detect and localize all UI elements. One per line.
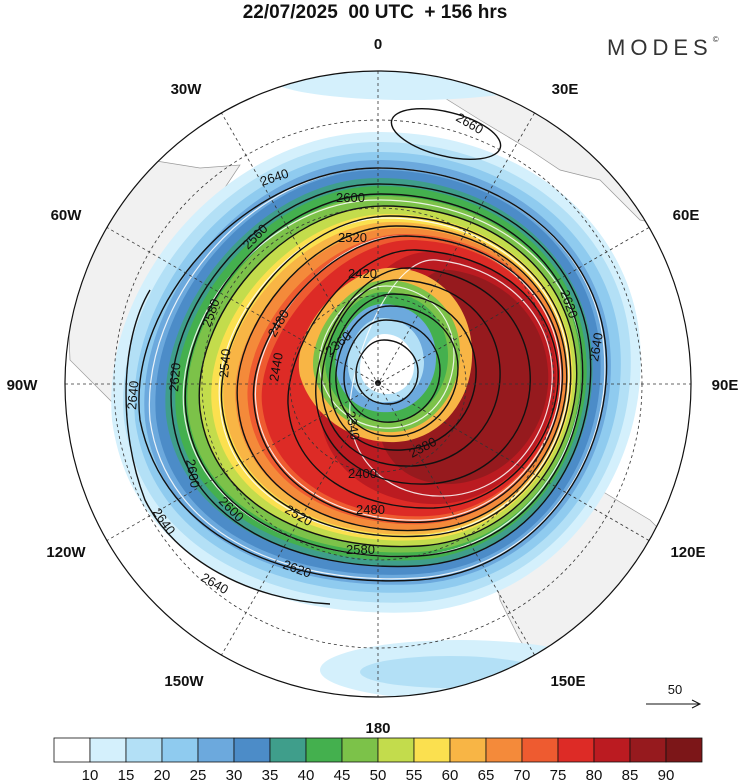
colorbar-label: 65 bbox=[478, 767, 495, 782]
contour-2540 bbox=[236, 225, 568, 532]
longitude-label-60e: 60E bbox=[673, 207, 700, 224]
contour-2360 bbox=[343, 319, 441, 423]
longitude-label-90w: 90W bbox=[7, 377, 39, 394]
colorbar-swatch bbox=[233, 737, 271, 763]
colorbar-swatch bbox=[629, 737, 667, 763]
colorbar-label: 55 bbox=[406, 767, 423, 782]
reference-vector: 50 bbox=[646, 682, 702, 709]
colorbar-label: 90 bbox=[658, 767, 675, 782]
graticule bbox=[65, 71, 691, 697]
brand-name: MODES bbox=[607, 35, 713, 60]
wind-band-inner-10 bbox=[360, 334, 414, 394]
colorbar-swatch bbox=[305, 737, 343, 763]
contour-label: 2600 bbox=[183, 458, 203, 489]
contour-2620 bbox=[170, 183, 592, 568]
contour-label: 2640 bbox=[124, 380, 141, 410]
longitude-label-150w: 150W bbox=[164, 673, 204, 690]
longitude-label-0: 0 bbox=[374, 36, 382, 53]
meridian-150 bbox=[221, 112, 535, 656]
longitude-label-150e: 150E bbox=[550, 673, 585, 690]
wind-speed-shading bbox=[111, 71, 641, 697]
contour-2640 bbox=[138, 167, 608, 582]
longitude-label-120e: 120E bbox=[670, 544, 705, 561]
colorbar: 10 15 20 25 30 35 40 45 50 55 60 65 70 75 80 85 90 bbox=[53, 737, 703, 782]
contour-2480 bbox=[287, 249, 559, 509]
colorbar-swatch bbox=[269, 737, 307, 763]
colorbar-label: 10 bbox=[82, 767, 99, 782]
contour-2400 bbox=[328, 293, 477, 451]
colorbar-swatch bbox=[125, 737, 163, 763]
colorbar-label: 15 bbox=[118, 767, 135, 782]
colorbar-swatch bbox=[521, 737, 559, 763]
contour-2420 bbox=[321, 279, 501, 467]
contour-label: 2420 bbox=[348, 266, 377, 281]
contour-label: 2580 bbox=[346, 542, 375, 557]
colorbar-swatch bbox=[89, 737, 127, 763]
colorbar-label: 75 bbox=[550, 767, 567, 782]
colorbar-label: 30 bbox=[226, 767, 243, 782]
longitude-label-30e: 30E bbox=[552, 81, 579, 98]
map-field bbox=[65, 71, 691, 697]
colorbar-label: 60 bbox=[442, 767, 459, 782]
streamline bbox=[148, 167, 606, 580]
longitude-label-group: 0 30E 60E 90E 120E 150E 180 150W 120W 90… bbox=[7, 36, 739, 737]
contour-2600 bbox=[184, 193, 584, 558]
longitude-label-120w: 120W bbox=[46, 544, 86, 561]
colorbar-label: 45 bbox=[334, 767, 351, 782]
contour-label: 2400 bbox=[348, 466, 377, 481]
wind-blob-south-inner bbox=[360, 656, 540, 688]
streamline bbox=[349, 259, 553, 497]
colorbar-swatch bbox=[197, 737, 235, 763]
contour-label: 2340 bbox=[343, 410, 363, 441]
contour-2380 bbox=[335, 305, 459, 437]
colorbar-swatch bbox=[341, 737, 379, 763]
brand-mark: © bbox=[712, 35, 719, 44]
colorbar-swatch bbox=[161, 737, 199, 763]
colorbar-label: 25 bbox=[190, 767, 207, 782]
contour-2520 bbox=[252, 235, 564, 523]
longitude-label-90e: 90E bbox=[712, 377, 739, 394]
colorbar-swatch bbox=[557, 737, 595, 763]
wind-blob-north bbox=[270, 71, 550, 100]
contour-label: 2600 bbox=[336, 190, 365, 205]
longitude-label-180: 180 bbox=[365, 720, 390, 737]
contour-2660 bbox=[390, 108, 502, 160]
colorbar-label: 40 bbox=[298, 767, 315, 782]
contour-2640-outer bbox=[125, 289, 331, 605]
brand-logo: MODES© bbox=[607, 35, 719, 61]
colorbar-swatch bbox=[377, 737, 415, 763]
colorbar-swatch bbox=[485, 737, 523, 763]
colorbar-label: 50 bbox=[370, 767, 387, 782]
colorbar-swatch bbox=[53, 737, 91, 763]
colorbar-label: 80 bbox=[586, 767, 603, 782]
contour-label: 2620 bbox=[166, 362, 183, 392]
colorbar-label: 20 bbox=[154, 767, 171, 782]
longitude-label-30w: 30W bbox=[171, 81, 203, 98]
contour-2340 bbox=[355, 339, 419, 405]
contour-label: 2520 bbox=[338, 230, 367, 245]
colorbar-label: 70 bbox=[514, 767, 531, 782]
reference-vector-arrowhead bbox=[691, 699, 702, 709]
reference-vector-label: 50 bbox=[668, 682, 682, 697]
contour-label: 2440 bbox=[266, 351, 286, 382]
contour-label: 2540 bbox=[216, 348, 233, 378]
colorbar-swatch bbox=[413, 737, 451, 763]
colorbar-swatch bbox=[665, 737, 703, 763]
colorbar-swatch bbox=[449, 737, 487, 763]
colorbar-swatch bbox=[593, 737, 631, 763]
colorbar-label: 85 bbox=[622, 767, 639, 782]
contour-2440 bbox=[315, 267, 531, 485]
map-boundary bbox=[64, 70, 692, 698]
contour-label: 2640 bbox=[586, 331, 606, 362]
map-title: 22/07/2025 00 UTC + 156 hrs bbox=[242, 2, 508, 23]
streamline bbox=[254, 235, 562, 521]
contour-2560 bbox=[220, 215, 572, 538]
contour-label: 2480 bbox=[356, 502, 385, 517]
longitude-label-60w: 60W bbox=[51, 207, 83, 224]
colorbar-label: 35 bbox=[262, 767, 279, 782]
streamline bbox=[318, 285, 455, 429]
